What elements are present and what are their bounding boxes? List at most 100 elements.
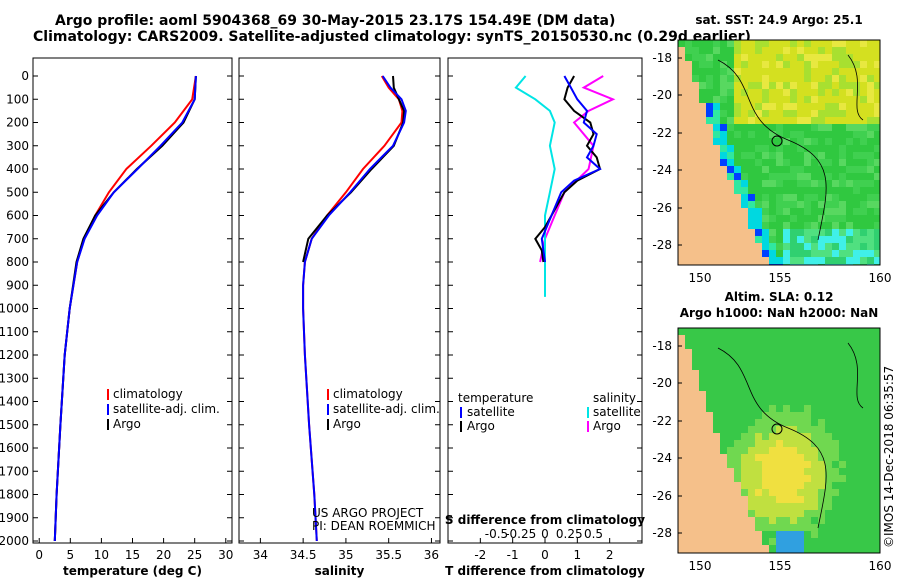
map-cell <box>776 454 784 462</box>
map-cell <box>839 61 847 69</box>
map-cell <box>748 433 756 441</box>
map-cell <box>741 110 749 118</box>
map-cell <box>727 145 735 153</box>
map-cell <box>811 250 819 258</box>
map-cell <box>790 180 798 188</box>
map-cell <box>734 145 742 153</box>
map-cell <box>706 545 714 553</box>
map-cell <box>783 180 791 188</box>
xtick-label: 36 <box>424 548 439 562</box>
map-cell <box>860 524 868 532</box>
map-cell <box>713 236 721 244</box>
map-cell <box>874 75 882 83</box>
map-cell <box>783 124 791 132</box>
map-cell <box>706 89 714 97</box>
map-cell <box>797 524 805 532</box>
map-cell <box>846 468 854 476</box>
map-cell <box>727 447 735 455</box>
map-cell <box>797 342 805 350</box>
map-cell <box>720 391 728 399</box>
map-cell <box>755 419 763 427</box>
map-cell <box>860 110 868 118</box>
map-cell <box>692 489 700 497</box>
map-cell <box>748 461 756 469</box>
map-cell <box>832 503 840 511</box>
map-cell <box>685 377 693 385</box>
map-cell <box>804 96 812 104</box>
map-cell <box>811 510 819 518</box>
map-cell <box>741 468 749 476</box>
map-cell <box>804 103 812 111</box>
map-cell <box>804 236 812 244</box>
map-cell <box>860 257 868 265</box>
map-cell <box>734 412 742 420</box>
map-cell <box>776 328 784 336</box>
map-cell <box>846 384 854 392</box>
map-cell <box>734 349 742 357</box>
map-cell <box>692 194 700 202</box>
map-cell <box>685 524 693 532</box>
map-cell <box>832 61 840 69</box>
map-cell <box>734 75 742 83</box>
map-cell <box>790 503 798 511</box>
map-cell <box>748 370 756 378</box>
map-cell <box>720 110 728 118</box>
map-cell <box>832 208 840 216</box>
map-cell <box>734 194 742 202</box>
map-cell <box>727 412 735 420</box>
map-cell <box>685 47 693 55</box>
map-cell <box>825 545 833 553</box>
map-cell <box>706 447 714 455</box>
map-cell <box>825 503 833 511</box>
map-cell <box>790 159 798 167</box>
map-cell <box>853 68 861 76</box>
ytick-label: 1200 <box>0 348 29 362</box>
map-cell <box>867 496 875 504</box>
map-cell <box>692 405 700 413</box>
map-cell <box>685 138 693 146</box>
map-cell <box>699 124 707 132</box>
map-cell <box>797 475 805 483</box>
map-cell <box>804 496 812 504</box>
map-cell <box>727 138 735 146</box>
map-cell <box>685 538 693 546</box>
ytick-label: 0 <box>21 69 29 83</box>
map-cell <box>839 405 847 413</box>
map-cell <box>811 236 819 244</box>
map-cell <box>797 180 805 188</box>
map-cell <box>769 187 777 195</box>
map-cell <box>692 517 700 525</box>
map-cell <box>846 187 854 195</box>
map-cell <box>762 236 770 244</box>
map-cell <box>685 328 693 336</box>
map-cell <box>769 89 777 97</box>
map-cell <box>874 440 882 448</box>
map-cell <box>720 187 728 195</box>
map-cell <box>867 419 875 427</box>
map-cell <box>692 138 700 146</box>
map-cell <box>685 187 693 195</box>
map-cell <box>783 356 791 364</box>
map-cell <box>783 68 791 76</box>
map-cell <box>825 159 833 167</box>
map-cell <box>685 250 693 258</box>
map-cell <box>790 236 798 244</box>
map-cell <box>706 510 714 518</box>
map-cell <box>874 335 882 343</box>
map-cell <box>804 454 812 462</box>
map-cell <box>790 47 798 55</box>
map-cell <box>825 426 833 434</box>
map-cell <box>713 454 721 462</box>
map-cell <box>860 40 868 48</box>
map-cell <box>762 54 770 62</box>
map-cell <box>783 545 791 553</box>
map-cell <box>832 187 840 195</box>
map-cell <box>867 131 875 139</box>
legend-label: Argo <box>333 417 361 431</box>
map-cell <box>692 349 700 357</box>
map-cell <box>776 68 784 76</box>
map-cell <box>748 61 756 69</box>
map-cell <box>839 419 847 427</box>
map-cell <box>748 124 756 132</box>
map-cell <box>874 510 882 518</box>
